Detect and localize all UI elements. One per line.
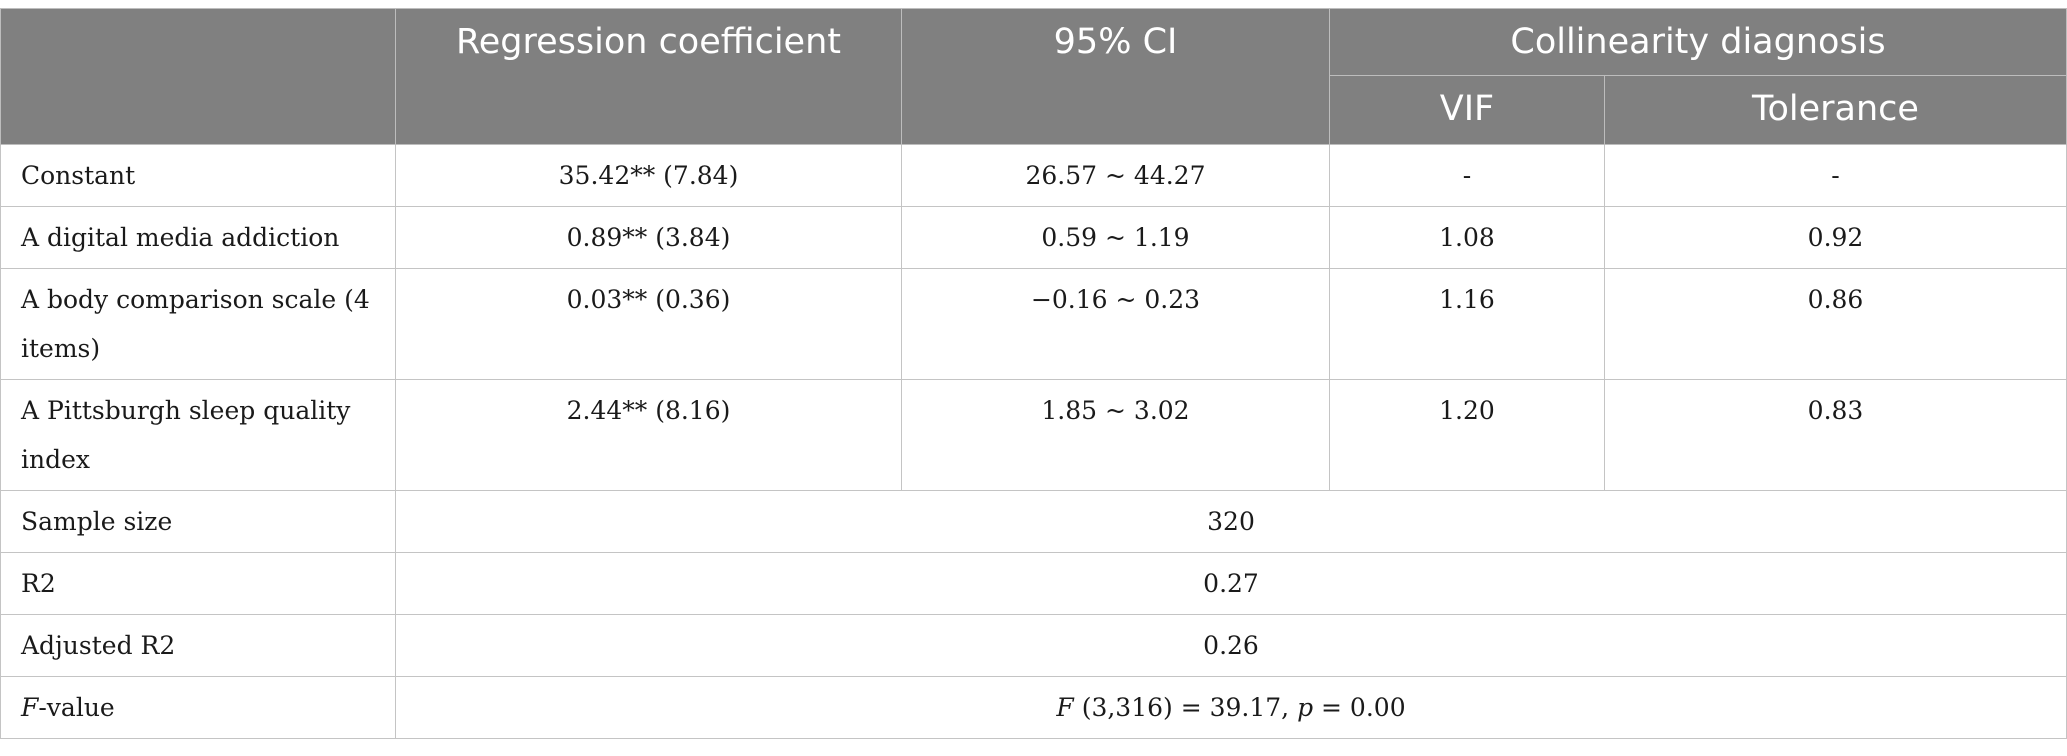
header-tolerance: Tolerance bbox=[1603, 75, 2067, 145]
vif-cell: - bbox=[1329, 144, 1605, 207]
row-label: A body comparison scale (4 items) bbox=[0, 268, 396, 380]
ci-cell: 26.57 ~ 44.27 bbox=[901, 144, 1330, 207]
row-label: Constant bbox=[0, 144, 396, 207]
table-row: Constant 35.42** (7.84) 26.57 ~ 44.27 - … bbox=[0, 144, 2067, 207]
header-vif: VIF bbox=[1329, 75, 1605, 145]
summary-label: Adjusted R2 bbox=[0, 614, 396, 677]
coef-cell: 2.44** (8.16) bbox=[395, 379, 902, 491]
p-symbol: p bbox=[1297, 693, 1314, 722]
vif-cell: 1.16 bbox=[1329, 268, 1605, 380]
f-value-label-italic: F bbox=[21, 693, 39, 722]
coef-cell: 35.42** (7.84) bbox=[395, 144, 902, 207]
summary-row-r2: R2 0.27 bbox=[0, 552, 2067, 615]
summary-row-f-value: F-value F (3,316) = 39.17, p = 0.00 bbox=[0, 676, 2067, 739]
vif-cell: 1.08 bbox=[1329, 206, 1605, 269]
header-row-sub: VIF Tolerance bbox=[1, 75, 2067, 145]
table-row: A body comparison scale (4 items) 0.03**… bbox=[0, 268, 2067, 380]
tolerance-cell: 0.92 bbox=[1603, 206, 2067, 269]
row-label: A digital media addiction bbox=[0, 206, 396, 269]
header-collinearity: Collinearity diagnosis bbox=[1328, 7, 2067, 77]
summary-row-adjusted-r2: Adjusted R2 0.26 bbox=[0, 614, 2067, 677]
f-symbol: F bbox=[1056, 693, 1074, 722]
ci-cell: 0.59 ~ 1.19 bbox=[901, 206, 1330, 269]
tolerance-cell: - bbox=[1603, 144, 2067, 207]
summary-label: Sample size bbox=[0, 490, 396, 553]
header-regression-coefficient: Regression coefficient bbox=[395, 8, 902, 145]
regression-table: Regression coefficient 95% CI Collineari… bbox=[0, 7, 2067, 739]
p-value: = 0.00 bbox=[1313, 693, 1406, 722]
table-row: A digital media addiction 0.89** (3.84) … bbox=[0, 206, 2067, 269]
ci-cell: −0.16 ~ 0.23 bbox=[901, 268, 1330, 380]
f-value-result: F (3,316) = 39.17, p = 0.00 bbox=[394, 676, 2067, 739]
header-ci: 95% CI bbox=[901, 8, 1330, 145]
vif-cell: 1.20 bbox=[1329, 379, 1605, 491]
summary-row-sample-size: Sample size 320 bbox=[0, 490, 2067, 553]
tolerance-cell: 0.86 bbox=[1603, 268, 2067, 380]
summary-value: 0.26 bbox=[394, 614, 2067, 677]
ci-cell: 1.85 ~ 3.02 bbox=[901, 379, 1330, 491]
table-row: A Pittsburgh sleep quality index 2.44** … bbox=[0, 379, 2067, 491]
summary-value: 320 bbox=[394, 490, 2067, 553]
header-blank bbox=[0, 8, 396, 145]
coef-cell: 0.89** (3.84) bbox=[395, 206, 902, 269]
summary-label: R2 bbox=[0, 552, 396, 615]
coef-cell: 0.03** (0.36) bbox=[395, 268, 902, 380]
summary-value: 0.27 bbox=[394, 552, 2067, 615]
f-value-label-rest: -value bbox=[38, 693, 115, 722]
header-row-top: Regression coefficient 95% CI Collineari… bbox=[0, 7, 2067, 145]
f-statistic: (3,316) = 39.17, bbox=[1073, 693, 1298, 722]
tolerance-cell: 0.83 bbox=[1603, 379, 2067, 491]
f-value-label: F-value bbox=[0, 676, 396, 739]
row-label: A Pittsburgh sleep quality index bbox=[0, 379, 396, 491]
